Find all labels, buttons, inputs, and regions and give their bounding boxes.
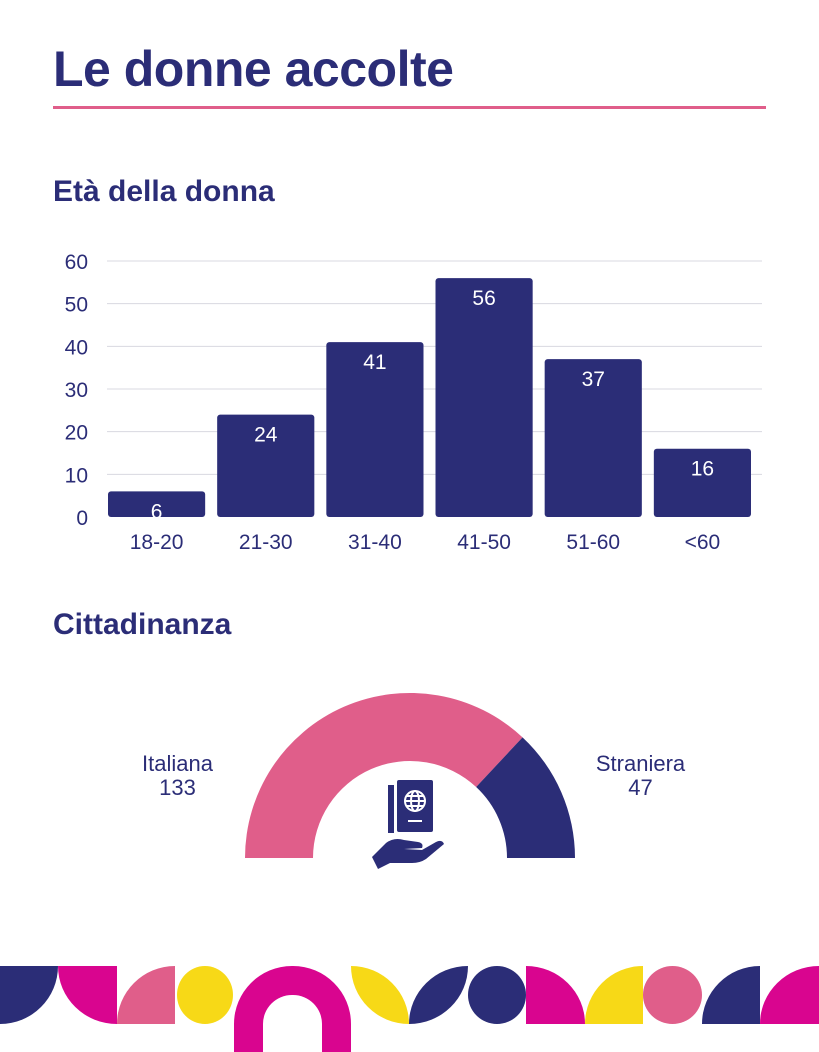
y-tick-label: 40 [65, 336, 88, 359]
label-italiana: Italiana [142, 751, 213, 776]
bar-31-40 [326, 342, 424, 517]
legend-italiana: Italiana 133 [120, 752, 235, 800]
decor-quarter [760, 966, 819, 1024]
decor-quarter [58, 966, 117, 1024]
bar-41-50 [435, 278, 533, 517]
page-title: Le donne accolte [53, 41, 454, 97]
citizenship-chart-title: Cittadinanza [53, 608, 232, 641]
y-tick-label: 10 [65, 464, 88, 487]
x-tick-label: 31-40 [348, 531, 402, 554]
value-straniera: 47 [628, 775, 653, 800]
charts-svg: 0 10 20 30 40 50 60 6 18-20 24 21-30 41 31-40 56 41-50… [65, 251, 762, 858]
decor-ellipse [643, 966, 702, 1024]
y-tick-label: 60 [65, 251, 88, 274]
donut-segment-italiana [245, 693, 523, 858]
bar-value-label: 56 [472, 287, 495, 310]
decor-quarter [0, 966, 58, 1024]
bar-<60 [653, 448, 751, 517]
bar-value-label: 37 [582, 368, 605, 391]
bar-value-label: 24 [254, 424, 278, 447]
legend-straniera: Straniera 47 [578, 752, 703, 800]
decor-quarter [526, 966, 585, 1024]
decor-ellipse [177, 966, 233, 1024]
donut-segment-straniera [476, 737, 575, 858]
x-tick-label: 18-20 [130, 531, 184, 554]
decorative-shape-strip [0, 966, 819, 1052]
x-tick-label: 21-30 [239, 531, 293, 554]
label-straniera: Straniera [595, 751, 686, 776]
bar-value-label: 6 [151, 500, 163, 523]
bar-21-30 [217, 414, 315, 517]
x-tick-label: 51-60 [566, 531, 620, 554]
bar-18-20 [108, 491, 206, 517]
decor-ellipse [468, 966, 526, 1024]
y-tick-label: 50 [65, 294, 88, 317]
decor-arch [234, 966, 351, 1052]
decor-leaf [409, 966, 468, 1024]
value-italiana: 133 [159, 775, 196, 800]
bar-51-60 [544, 359, 642, 517]
y-tick-label: 30 [65, 379, 88, 402]
x-tick-label: <60 [685, 531, 721, 554]
y-tick-label: 20 [65, 422, 88, 445]
y-tick-label: 0 [76, 507, 88, 530]
decor-quarter [117, 966, 175, 1024]
bar-value-label: 41 [363, 351, 386, 374]
passport-in-hand-icon [372, 780, 444, 869]
decor-quarter [702, 966, 760, 1024]
decor-leaf [351, 966, 409, 1024]
age-chart-title: Età della donna [53, 175, 275, 208]
title-underline [53, 106, 766, 109]
x-tick-label: 41-50 [457, 531, 511, 554]
decor-quarter [585, 966, 643, 1024]
bar-value-label: 16 [691, 458, 714, 481]
